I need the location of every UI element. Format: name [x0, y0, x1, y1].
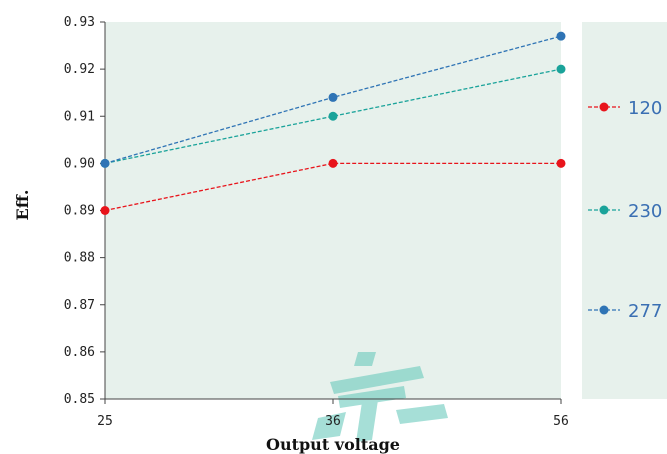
data-point-277: [100, 158, 110, 168]
legend-label: 120: [628, 98, 662, 119]
watermark-stroke: [312, 412, 346, 440]
legend-swatch-marker: [599, 305, 609, 315]
series-line-120: [104, 162, 561, 212]
legend-swatch-marker: [599, 205, 609, 215]
legend: 120 230 277: [588, 98, 662, 322]
watermark-stroke: [338, 386, 406, 408]
watermark-stroke: [356, 400, 378, 442]
plot-area: [105, 22, 561, 399]
series-120: [100, 158, 566, 215]
legend-item-230: 230: [588, 201, 662, 222]
y-tick-label: 0.88: [64, 251, 95, 266]
data-point-120: [100, 206, 110, 215]
y-tick-label: 0.91: [64, 109, 95, 124]
watermark-stroke: [330, 366, 424, 394]
x-tick-label: 36: [325, 414, 341, 429]
series-277: [100, 31, 566, 168]
y-tick-label: 0.92: [64, 62, 95, 77]
y-tick-label: 0.90: [64, 156, 95, 171]
legend-item-120: 120: [588, 98, 662, 119]
watermark-stroke: [396, 404, 448, 424]
x-tick-label: 56: [553, 414, 569, 429]
watermark-stroke: [354, 352, 376, 366]
x-tick-label: 25: [97, 414, 113, 429]
legend-item-277: 277: [588, 301, 662, 322]
series-layer: [100, 31, 566, 215]
legend-label: 230: [628, 201, 662, 222]
data-point-120: [328, 158, 338, 168]
y-tick-label: 0.93: [64, 15, 95, 30]
x-axis: 25 36 56: [97, 398, 569, 429]
y-tick-label: 0.89: [64, 204, 95, 219]
legend-label: 277: [628, 301, 662, 322]
legend-swatch-marker: [599, 102, 609, 112]
data-point-277: [556, 31, 566, 41]
data-point-230: [328, 111, 338, 121]
y-tick-label: 0.86: [64, 345, 95, 360]
y-tick-label: 0.85: [64, 392, 95, 407]
y-axis: 0.85 0.86 0.87 0.88 0.89 0.90 0.91 0.92 0.93: [64, 15, 106, 407]
data-point-230: [556, 64, 566, 74]
data-point-120: [556, 158, 566, 168]
y-axis-title: Eff.: [13, 190, 32, 221]
y-tick-label: 0.87: [64, 298, 95, 313]
x-axis-title: Output voltage: [266, 435, 400, 454]
data-point-277: [328, 92, 338, 102]
watermark-logo: [312, 352, 448, 442]
